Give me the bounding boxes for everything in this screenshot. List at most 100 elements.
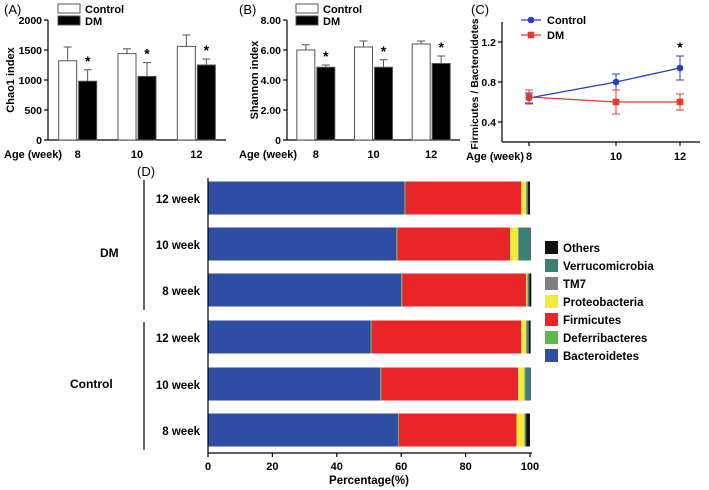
stacked-segment-d-bacteroidetes-row-2 bbox=[208, 273, 402, 307]
stacked-segment-d-others-row-1 bbox=[530, 227, 531, 261]
y-tick-label-b: 4.00 bbox=[261, 75, 282, 87]
stacked-segment-d-bacteroidetes-row-4 bbox=[208, 367, 381, 401]
significance-star-c-12: * bbox=[677, 39, 683, 55]
y-tick-label-c: 0.4 bbox=[481, 117, 496, 129]
x-axis-label-a: Age (week) bbox=[4, 149, 62, 161]
stacked-segment-d-verrucomicrobia-row-5 bbox=[525, 413, 527, 447]
legend-label-d-firmicutes: Firmicutes bbox=[563, 315, 621, 327]
legend-label-b-dm: DM bbox=[323, 16, 340, 28]
y-axis-label-b: Shannon index bbox=[249, 40, 261, 120]
stacked-segment-d-firmicutes-row-2 bbox=[402, 273, 527, 307]
group-label-dm: DM bbox=[100, 246, 119, 260]
stacked-segment-d-firmicutes-row-5 bbox=[398, 413, 517, 447]
bar-a-dm-8 bbox=[78, 80, 98, 141]
panel-label-a: (A) bbox=[4, 2, 21, 17]
legend-marker-c-dm bbox=[527, 31, 535, 39]
row-label-d-2: 8 week bbox=[162, 286, 200, 298]
row-label-d-0: 12 week bbox=[156, 194, 201, 206]
group-label-control: Control bbox=[70, 377, 113, 391]
bar-a-control-8 bbox=[58, 60, 78, 141]
series-line-c-control bbox=[528, 67, 681, 99]
legend-swatch-d-deferribacteres bbox=[545, 331, 558, 344]
y-tick-label-a: 1500 bbox=[19, 45, 43, 57]
stacked-segment-d-others-row-2 bbox=[529, 273, 532, 307]
point-c-dm-8 bbox=[525, 93, 533, 101]
legend-swatch-d-others bbox=[545, 241, 558, 254]
stacked-segment-d-verrucomicrobia-row-4 bbox=[525, 367, 530, 401]
x-tick-label-b-12: 12 bbox=[425, 149, 437, 161]
stacked-segment-d-others-row-3 bbox=[528, 320, 531, 354]
x-tick-label-b-10: 10 bbox=[367, 149, 379, 161]
panel-label-c: (C) bbox=[471, 2, 489, 17]
legend-label-d-others: Others bbox=[563, 243, 600, 255]
stacked-segment-d-proteobacteria-row-3 bbox=[521, 320, 527, 354]
x-tick-label-c-10: 10 bbox=[610, 151, 622, 163]
legend-label-a-control: Control bbox=[85, 4, 124, 16]
stacked-segment-d-firmicutes-row-1 bbox=[397, 227, 511, 261]
point-c-dm-10 bbox=[612, 98, 620, 106]
stacked-segment-d-others-row-5 bbox=[526, 413, 530, 447]
y-tick-label-c: 1.2 bbox=[481, 37, 496, 49]
y-axis-label-a: Chao1 index bbox=[5, 46, 17, 112]
significance-star-b-12: * bbox=[438, 39, 444, 55]
bar-a-control-12 bbox=[176, 45, 196, 141]
stacked-segment-d-firmicutes-row-0 bbox=[405, 181, 522, 215]
panel-label-b: (B) bbox=[239, 2, 256, 17]
legend-swatch-a-dm bbox=[57, 15, 81, 26]
y-axis-label-c: Firmicutes / Bacteroidetes bbox=[469, 18, 481, 149]
y-tick-label-b: 0 bbox=[275, 135, 281, 147]
legend-label-c-control: Control bbox=[547, 15, 586, 27]
bar-b-control-12 bbox=[411, 43, 431, 141]
bar-a-dm-12 bbox=[196, 64, 216, 141]
point-c-dm-12 bbox=[676, 98, 684, 106]
stacked-segment-d-proteobacteria-row-2 bbox=[526, 273, 528, 307]
stacked-segment-d-tm7-row-2 bbox=[527, 273, 529, 307]
stacked-segment-d-deferribacteres-row-0 bbox=[404, 181, 406, 215]
x-tick-label-a-12: 12 bbox=[190, 149, 202, 161]
x-tick-label-d-0: 0 bbox=[205, 461, 211, 473]
significance-star-b-10: * bbox=[381, 43, 387, 59]
panel-label-d: (D) bbox=[137, 164, 155, 179]
x-tick-label-d-100: 100 bbox=[521, 461, 539, 473]
stacked-segment-d-firmicutes-row-4 bbox=[381, 367, 519, 401]
y-tick-label-a: 1000 bbox=[19, 75, 43, 87]
significance-star-a-12: * bbox=[204, 42, 210, 58]
legend-label-a-dm: DM bbox=[85, 16, 102, 28]
legend-label-d-bacteroidetes: Bacteroidetes bbox=[563, 351, 639, 363]
x-tick-label-d-60: 60 bbox=[395, 461, 407, 473]
stacked-segment-d-deferribacteres-row-5 bbox=[397, 413, 399, 447]
legend-label-d-verrucomicrobia: Verrucomicrobia bbox=[563, 261, 654, 273]
legend-swatch-b-dm bbox=[295, 15, 319, 26]
significance-star-a-10: * bbox=[144, 46, 150, 62]
bar-b-control-10 bbox=[354, 46, 373, 141]
legend-swatch-d-bacteroidetes bbox=[545, 349, 558, 362]
stacked-segment-d-verrucomicrobia-row-3 bbox=[527, 320, 529, 354]
legend-label-d-tm7: TM7 bbox=[563, 279, 586, 291]
stacked-segment-d-firmicutes-row-3 bbox=[371, 320, 522, 354]
significance-star-b-8: * bbox=[323, 48, 329, 64]
bar-a-control-10 bbox=[117, 53, 137, 141]
stacked-segment-d-verrucomicrobia-row-0 bbox=[527, 181, 529, 215]
stacked-segment-d-others-row-4 bbox=[530, 367, 531, 401]
x-tick-label-a-8: 8 bbox=[75, 149, 81, 161]
stacked-segment-d-tm7-row-5 bbox=[524, 413, 526, 447]
x-tick-label-a-10: 10 bbox=[131, 149, 143, 161]
legend-label-d-deferribacteres: Deferribacteres bbox=[563, 333, 647, 345]
y-tick-label-b: 6.00 bbox=[261, 45, 282, 57]
stacked-segment-d-deferribacteres-row-3 bbox=[370, 320, 372, 354]
stacked-segment-d-deferribacteres-row-2 bbox=[401, 273, 403, 307]
y-tick-label-a: 0 bbox=[36, 135, 42, 147]
stacked-segment-d-tm7-row-0 bbox=[526, 181, 528, 215]
x-tick-label-d-40: 40 bbox=[331, 461, 343, 473]
x-tick-label-d-80: 80 bbox=[459, 461, 471, 473]
stacked-segment-d-tm7-row-1 bbox=[518, 227, 519, 261]
bar-b-dm-8 bbox=[316, 66, 336, 141]
bar-a-dm-10 bbox=[137, 75, 157, 141]
row-label-d-1: 10 week bbox=[156, 240, 201, 252]
stacked-segment-d-proteobacteria-row-5 bbox=[516, 413, 525, 447]
row-label-d-3: 12 week bbox=[156, 333, 201, 345]
x-tick-label-b-8: 8 bbox=[313, 149, 319, 161]
x-axis-label-b: Age (week) bbox=[239, 149, 297, 161]
stacked-segment-d-bacteroidetes-row-0 bbox=[208, 181, 405, 215]
